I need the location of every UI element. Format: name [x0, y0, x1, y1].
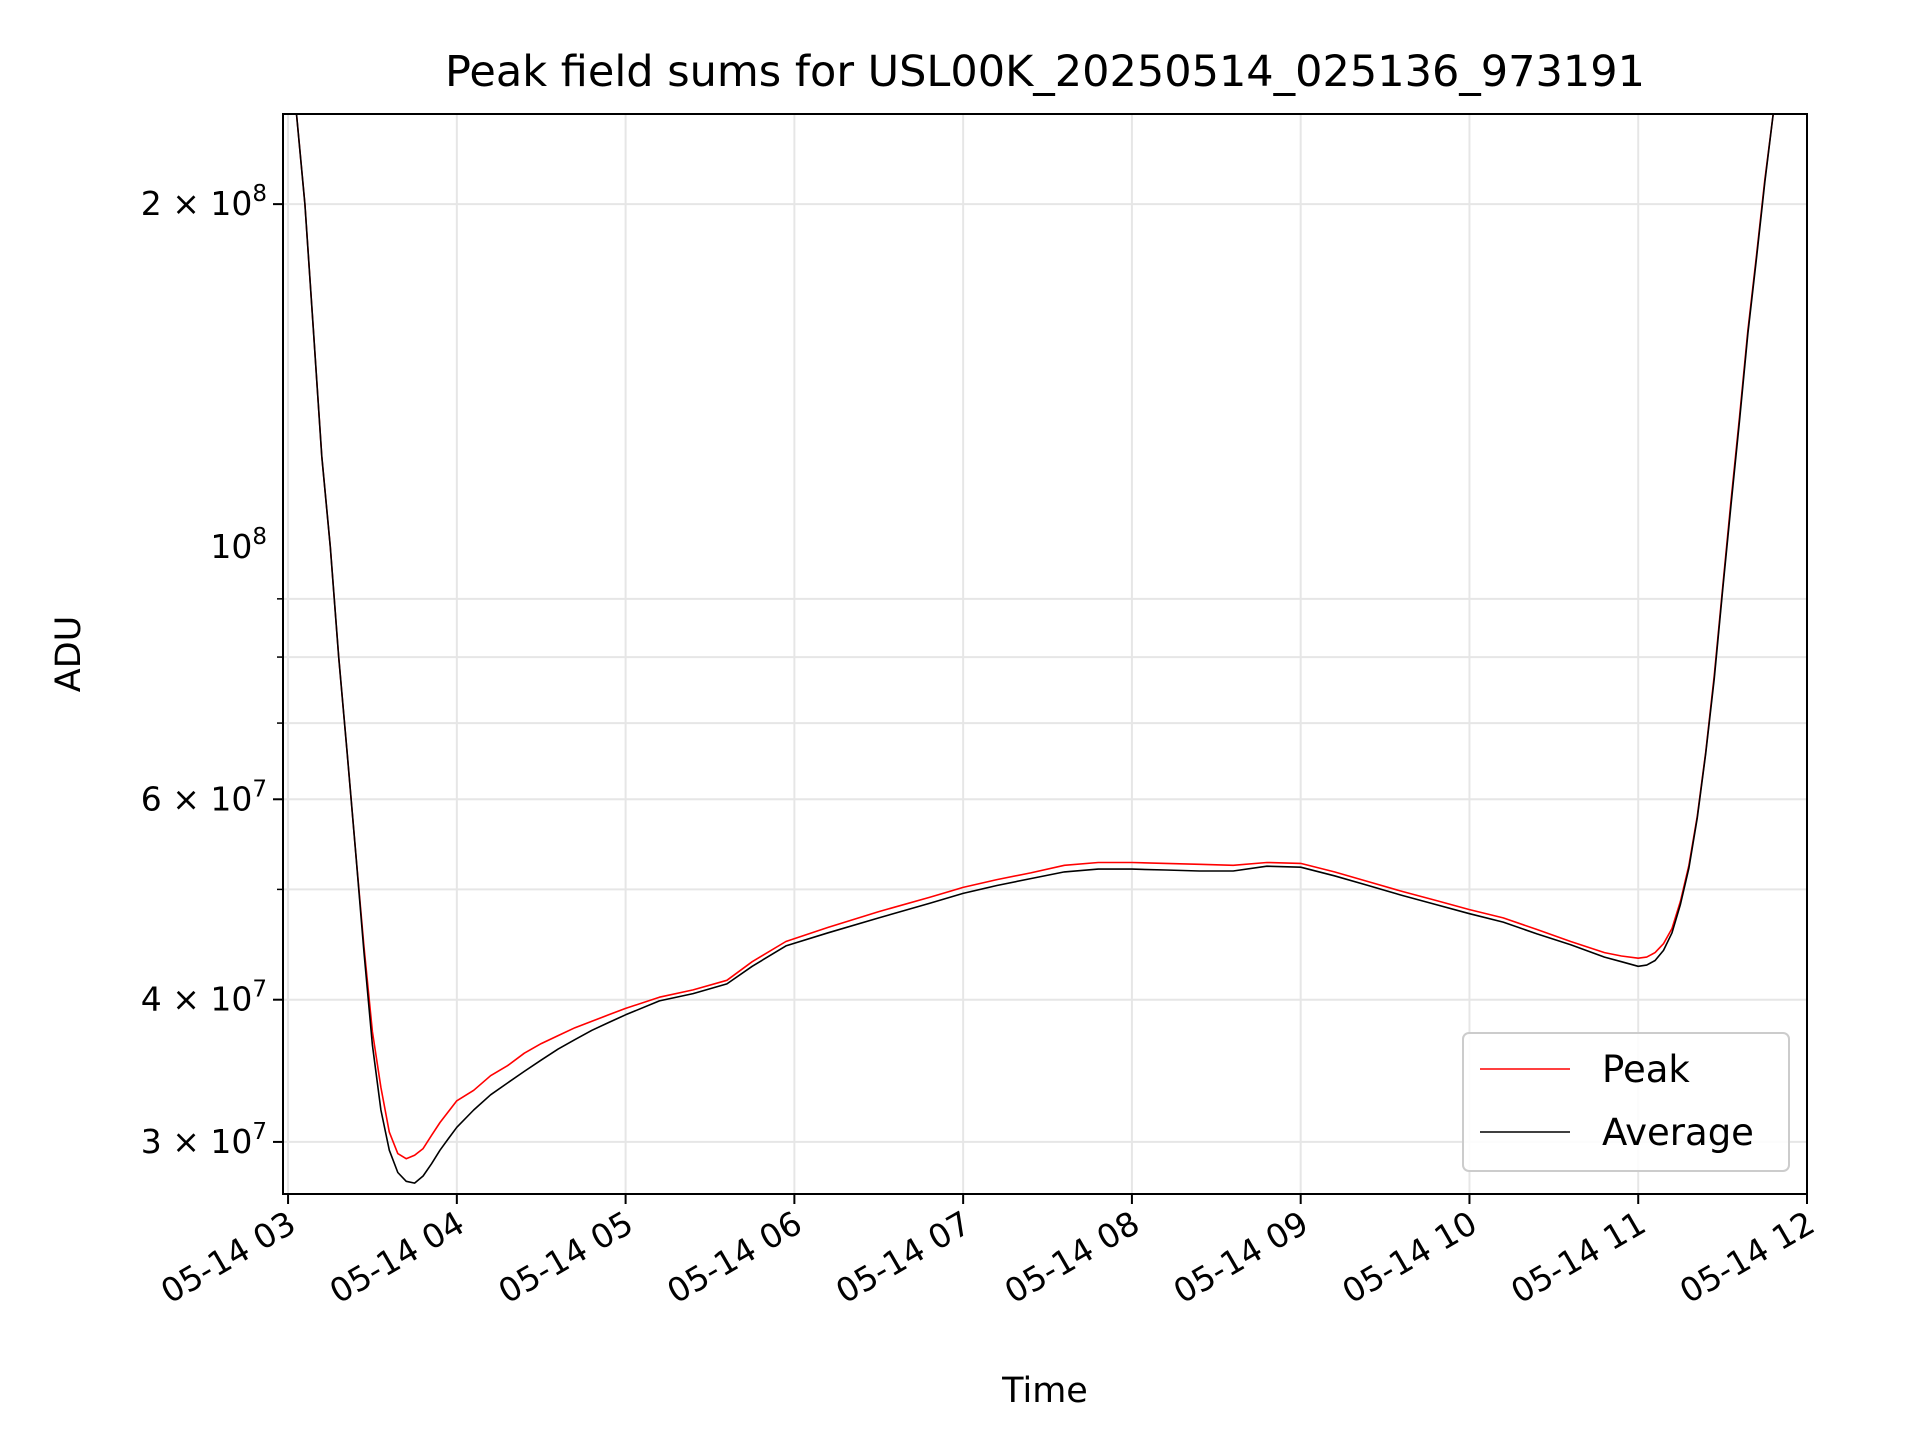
legend: Peak Average: [1462, 1032, 1790, 1172]
legend-box: [1462, 1032, 1790, 1172]
legend-peak-label: Peak: [1602, 1048, 1690, 1091]
y-tick-label: 4 × 107: [141, 977, 267, 1019]
y-tick-label: 3 × 107: [141, 1119, 267, 1161]
legend-average-label: Average: [1602, 1111, 1754, 1154]
y-tick-label: 108: [210, 524, 267, 566]
y-axis-label: ADU: [49, 616, 89, 693]
y-tick-label: 6 × 107: [141, 776, 267, 818]
y-axis: 3 × 107 4 × 107 6 × 107 108 2 × 108: [141, 181, 283, 1161]
series-line-average: [288, 114, 1791, 1184]
y-tick-label: 2 × 108: [141, 181, 267, 223]
series-layer: [288, 114, 1791, 1184]
chart-title: Peak field sums for USL00K_20250514_0251…: [445, 47, 1645, 97]
plot-frame: [282, 113, 1808, 1195]
x-axis-label: Time: [1001, 1371, 1088, 1411]
